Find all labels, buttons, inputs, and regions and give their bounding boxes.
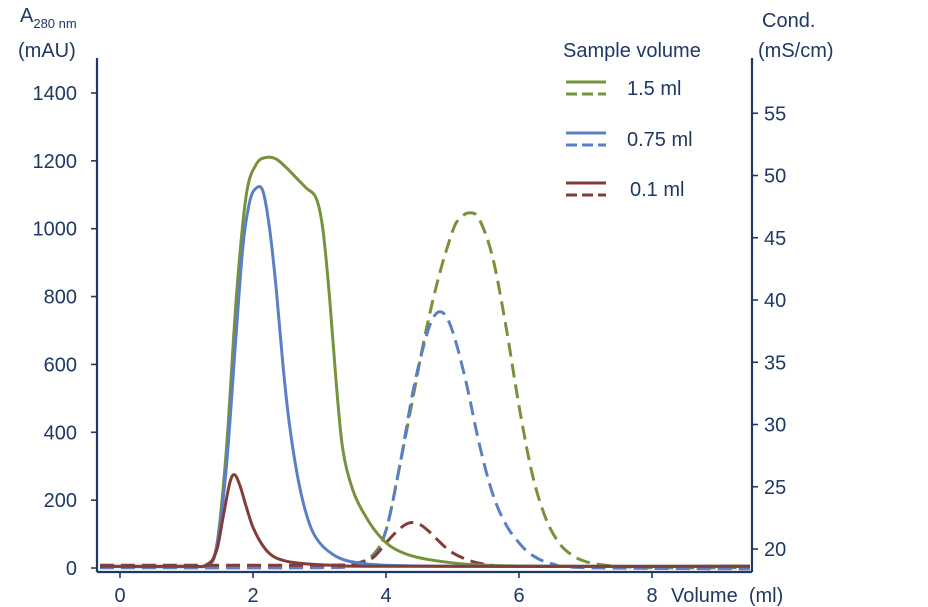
- right-axis-label-line2: (mS/cm): [758, 40, 834, 62]
- y-left-tick-label: 0: [66, 558, 77, 580]
- legend-label: 0.1 ml: [630, 179, 684, 201]
- series-line-absorbance-0-75-ml: [99, 185, 751, 569]
- left-axis-label: A280 nm: [20, 5, 77, 31]
- y-right-tick-label: 20: [764, 539, 786, 561]
- right-axis-label-line1: Cond.: [762, 10, 815, 32]
- y-right-tick-label: 55: [764, 103, 786, 125]
- left-axis-unit: (mAU): [18, 40, 76, 62]
- axis-ticks: 0 2 4 6 8 0 200 400 600 800 1000 1200 1400 20 25 30 35 40…: [33, 83, 787, 607]
- x-tick-label: 8: [646, 585, 657, 607]
- series-line-absorbance-0-1-ml: [99, 473, 751, 569]
- legend-entry-1-5ml: 1.5 ml: [566, 78, 681, 100]
- legend-label: 1.5 ml: [627, 78, 681, 100]
- x-tick-label: 2: [247, 585, 258, 607]
- y-right-tick-label: 40: [764, 290, 786, 312]
- y-left-tick-label: 1000: [33, 219, 78, 241]
- series-line-conductivity-0-75-ml: [99, 310, 751, 571]
- series-lines: [99, 155, 751, 571]
- y-right-tick-label: 25: [764, 477, 786, 499]
- x-axis-label: Volume (ml): [671, 585, 783, 607]
- y-right-tick-label: 50: [764, 166, 786, 188]
- legend-entry-0-1ml: 0.1 ml: [566, 179, 684, 201]
- legend-title: Sample volume: [563, 40, 701, 62]
- y-left-tick-label: 200: [44, 490, 77, 512]
- y-right-tick-label: 45: [764, 228, 786, 250]
- y-right-tick-label: 35: [764, 352, 786, 374]
- series-line-conductivity-1-5-ml: [99, 211, 751, 570]
- y-left-tick-label: 1400: [33, 83, 78, 105]
- legend-entry-0-75ml: 0.75 ml: [566, 129, 693, 151]
- series-line-absorbance-1-5-ml: [99, 155, 751, 568]
- x-tick-label: 6: [513, 585, 524, 607]
- y-left-tick-label: 1200: [33, 151, 78, 173]
- y-left-tick-label: 800: [44, 287, 77, 309]
- legend-label: 0.75 ml: [627, 129, 693, 151]
- y-right-tick-label: 30: [764, 415, 786, 437]
- legend: Sample volume 1.5 ml 0.75 ml 0.1 ml: [563, 40, 701, 201]
- y-left-tick-label: 600: [44, 354, 77, 376]
- y-left-tick-label: 400: [44, 422, 77, 444]
- x-tick-label: 4: [380, 585, 391, 607]
- x-tick-label: 0: [114, 585, 125, 607]
